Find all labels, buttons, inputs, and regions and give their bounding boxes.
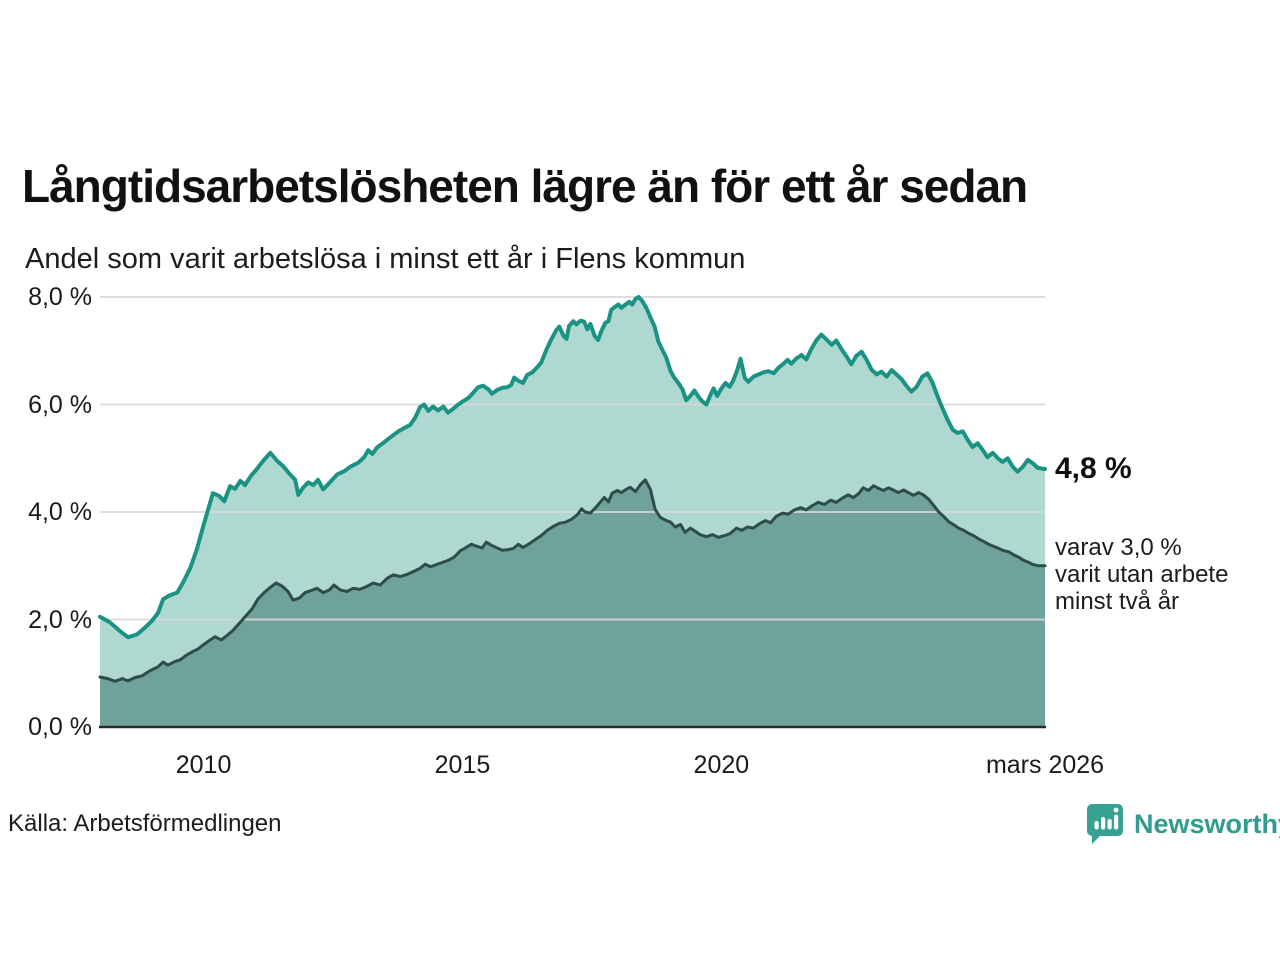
- y-tick-label: 8,0 %: [28, 283, 92, 311]
- y-tick-label: 2,0 %: [28, 605, 92, 634]
- logo-bar-1: [1094, 821, 1099, 830]
- x-tick-label: mars 2026: [985, 751, 1105, 779]
- page-subtitle: Andel som varit arbetslösa i minst ett å…: [25, 243, 746, 275]
- y-tick-label: 0,0 %: [28, 713, 92, 741]
- series-area-2: [100, 479, 1045, 727]
- x-tick-label: 2020: [693, 751, 750, 779]
- logo-exclaim-dot: [1113, 807, 1119, 813]
- series-line-1: [98, 295, 1047, 640]
- series-end-value-label: 4,8 %: [1055, 452, 1132, 485]
- source-note: Källa: Arbetsförmedlingen: [8, 810, 282, 837]
- y-tick-label: 4,0 %: [28, 498, 92, 526]
- x-tick-label: 2015: [434, 751, 491, 779]
- page-title: Långtidsarbetslösheten lägre än för ett …: [22, 159, 1028, 212]
- y-tick-label: 6,0 %: [28, 390, 92, 419]
- x-tick-label: 2010: [175, 751, 232, 779]
- logo-exclaim-bar: [1114, 814, 1119, 830]
- logo-bar-2: [1101, 817, 1106, 830]
- logo-bar-3: [1107, 819, 1112, 830]
- newsworthy-logo-icon: [1087, 804, 1123, 844]
- series2-annotation: varav 3,0 % varit utan arbete minst två …: [1055, 534, 1229, 615]
- newsworthy-wordmark: Newsworthy: [1134, 808, 1280, 839]
- series-line-2: [98, 478, 1047, 683]
- newsworthy-brand: Newsworthy: [1086, 802, 1280, 846]
